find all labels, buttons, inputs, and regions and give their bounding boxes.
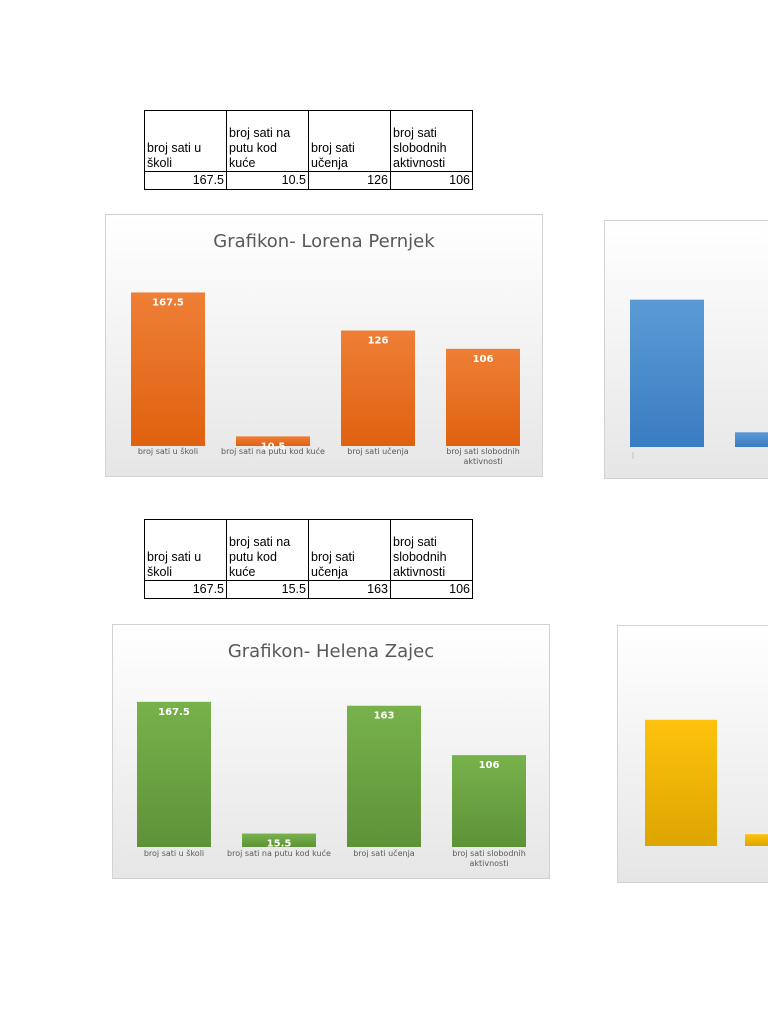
data-label: 163 [374,711,395,722]
table-value-cell: 106 [390,580,473,599]
bar [446,348,520,446]
category-label: broj sati na putu kod kuće [227,849,331,858]
chart-partial-yellow [617,625,768,883]
data-label: 106 [473,354,494,365]
bar [347,705,421,847]
table-value-cell: 163 [308,580,391,599]
chart-title: Grafikon- Lorena Pernjek [213,231,435,252]
table-header-cell: broj sati učenja [308,519,391,581]
table-value-cell: 126 [308,171,391,190]
table-header-cell: broj sati slobodnih aktivnosti [390,110,473,172]
chart-title: Grafikon- Helena Zajec [227,641,435,662]
table-value-cell: 10.5 [226,171,309,190]
category-label: broj sati slobodnih aktivnosti [446,447,520,466]
bar [242,833,316,847]
data-table-1: broj sati u školi broj sati na putu kod … [144,110,473,190]
table-value-cell: 167.5 [144,580,227,599]
table-value-cell: 15.5 [226,580,309,599]
category-label: broj sati u školi [137,447,199,456]
category-label: broj sati u školi [143,849,205,858]
bar [341,330,415,446]
data-label: 126 [368,336,389,347]
chart-plot: 167.5 15.5 163 106 [137,701,526,850]
chart-lorena-pernjek: Grafikon- Lorena Pernjek 167.5 10.5 126 106… [105,214,543,477]
data-label: 167.5 [152,297,184,308]
table-header-cell: broj sati na putu kod kuće [226,519,309,581]
bar [131,292,205,446]
category-label: broj sati učenja [353,849,415,858]
data-table-2: broj sati u školi broj sati na putu kod … [144,519,473,599]
category-label: broj sati slobodnih aktivnosti [452,849,526,868]
table-value-cell: 106 [390,171,473,190]
category-label: broj sati učenja [347,447,409,456]
chart-plot [645,719,768,846]
chart-plot: 167.5 10.5 126 106 [131,292,520,452]
data-label: 15.5 [267,839,292,850]
bar [452,755,526,847]
table-header-cell: broj sati u školi [144,110,227,172]
data-label: 10.5 [261,441,286,452]
chart-plot [630,299,768,459]
table-value-cell: 167.5 [144,171,227,190]
bar [236,436,310,446]
bar [137,701,211,847]
chart-partial-blue [604,220,768,479]
bar [745,834,768,846]
bar [645,719,717,846]
bar [630,299,704,447]
chart-helena-zajec: Grafikon- Helena Zajec 167.5 15.5 163 106 br… [112,624,550,879]
bar [735,432,768,447]
table-header-cell: broj sati na putu kod kuće [226,110,309,172]
table-header-cell: broj sati učenja [308,110,391,172]
data-label: 106 [479,760,500,771]
table-header-cell: broj sati slobodnih aktivnosti [390,519,473,581]
category-label: broj sati na putu kod kuće [221,447,325,456]
table-header-cell: broj sati u školi [144,519,227,581]
data-label: 167.5 [158,707,190,718]
